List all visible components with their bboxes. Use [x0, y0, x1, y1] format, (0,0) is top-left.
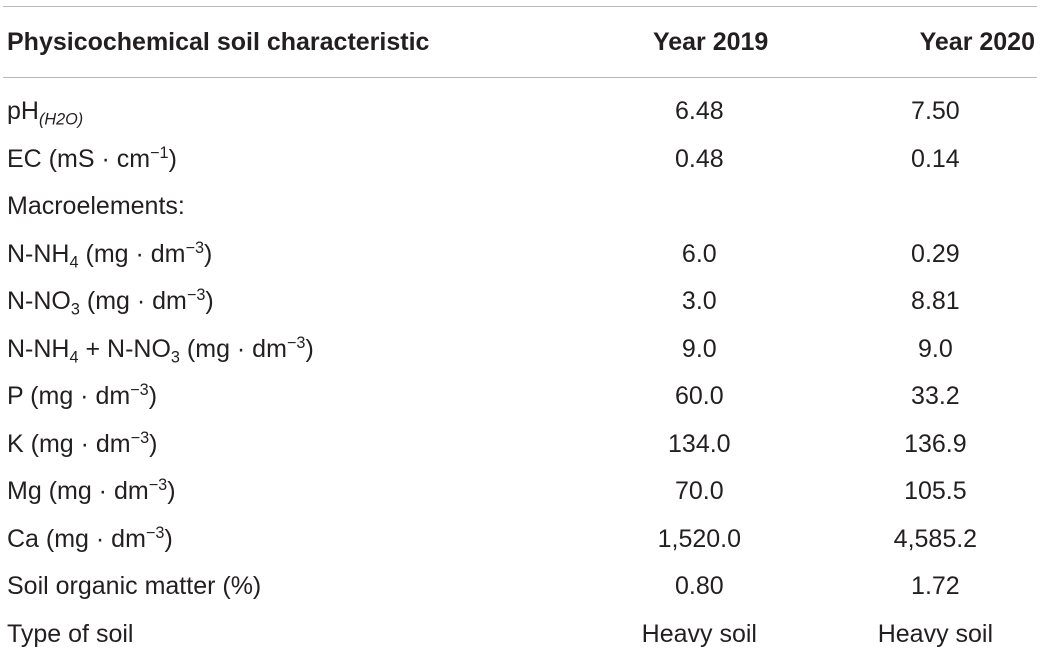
value-2020: Heavy soil — [877, 619, 994, 648]
row-label: Soil organic matter (%) — [7, 572, 262, 601]
value-2019: 0.80 — [674, 572, 724, 601]
row-label: EC (mS · cm−1) — [7, 143, 177, 173]
value-2019: 9.0 — [681, 334, 717, 363]
value-2019: 134.0 — [668, 429, 731, 458]
value-2020: 33.2 — [911, 382, 960, 411]
row-label: Type of soil — [7, 619, 134, 648]
header-year-2020: Year 2020 — [919, 27, 1035, 56]
value-2019: 1,520.0 — [657, 524, 742, 553]
soil-characteristics-table: Physicochemical soil characteristic Year… — [3, 6, 1037, 658]
table-row: Macroelements: — [3, 183, 1037, 231]
value-2019: 6.48 — [674, 97, 724, 126]
value-2019: 70.0 — [674, 477, 724, 506]
row-label: P (mg · dm−3) — [7, 381, 158, 411]
value-2019: Heavy soil — [641, 619, 757, 648]
value-2020: 1.72 — [911, 572, 960, 601]
value-2020: 9.0 — [918, 334, 953, 363]
row-label: Ca (mg · dm−3) — [7, 523, 173, 553]
row-label: N-NO3 (mg · dm−3) — [7, 286, 214, 319]
row-label: K (mg · dm−3) — [7, 428, 158, 458]
row-label: N-NH4 + N-NO3 (mg · dm−3) — [7, 333, 314, 367]
table-row: Type of soil Heavy soil Heavy soil — [3, 611, 1037, 659]
row-label: pH(H2O) — [7, 97, 84, 129]
value-2020: 4,585.2 — [893, 524, 978, 553]
row-label: Macroelements: — [7, 192, 185, 221]
table-row: Ca (mg · dm−3) 1,520.0 4,585.2 — [3, 516, 1037, 564]
value-2019: 3.0 — [681, 287, 717, 316]
top-rule — [3, 6, 1037, 7]
table-row: N-NO3 (mg · dm−3) 3.0 8.81 — [3, 278, 1037, 326]
value-2020: 0.29 — [911, 239, 960, 268]
header-year-2019: Year 2019 — [652, 27, 769, 56]
table-row: pH(H2O) 6.48 7.50 — [3, 88, 1037, 136]
value-2020: 0.14 — [911, 144, 960, 173]
value-2019: 60.0 — [674, 382, 724, 411]
table-header-row: Physicochemical soil characteristic Year… — [3, 7, 1037, 77]
table-row: Soil organic matter (%) 0.80 1.72 — [3, 563, 1037, 611]
value-2019: 6.0 — [681, 239, 717, 268]
header-rule — [3, 77, 1037, 78]
table-row: EC (mS · cm−1) 0.48 0.14 — [3, 136, 1037, 184]
value-2020: 136.9 — [904, 429, 967, 458]
value-2020: 7.50 — [911, 97, 960, 126]
row-label: N-NH4 (mg · dm−3) — [7, 238, 213, 272]
table-row: N-NH4 + N-NO3 (mg · dm−3) 9.0 9.0 — [3, 326, 1037, 374]
table-row: K (mg · dm−3) 134.0 136.9 — [3, 421, 1037, 469]
value-2020: 8.81 — [911, 287, 960, 316]
table-row: Mg (mg · dm−3) 70.0 105.5 — [3, 468, 1037, 516]
value-2019: 0.48 — [674, 144, 724, 173]
table-row: N-NH4 (mg · dm−3) 6.0 0.29 — [3, 231, 1037, 279]
value-2020: 105.5 — [904, 477, 967, 506]
table-row: P (mg · dm−3) 60.0 33.2 — [3, 373, 1037, 421]
header-characteristic: Physicochemical soil characteristic — [7, 27, 430, 56]
row-label: Mg (mg · dm−3) — [7, 476, 176, 506]
